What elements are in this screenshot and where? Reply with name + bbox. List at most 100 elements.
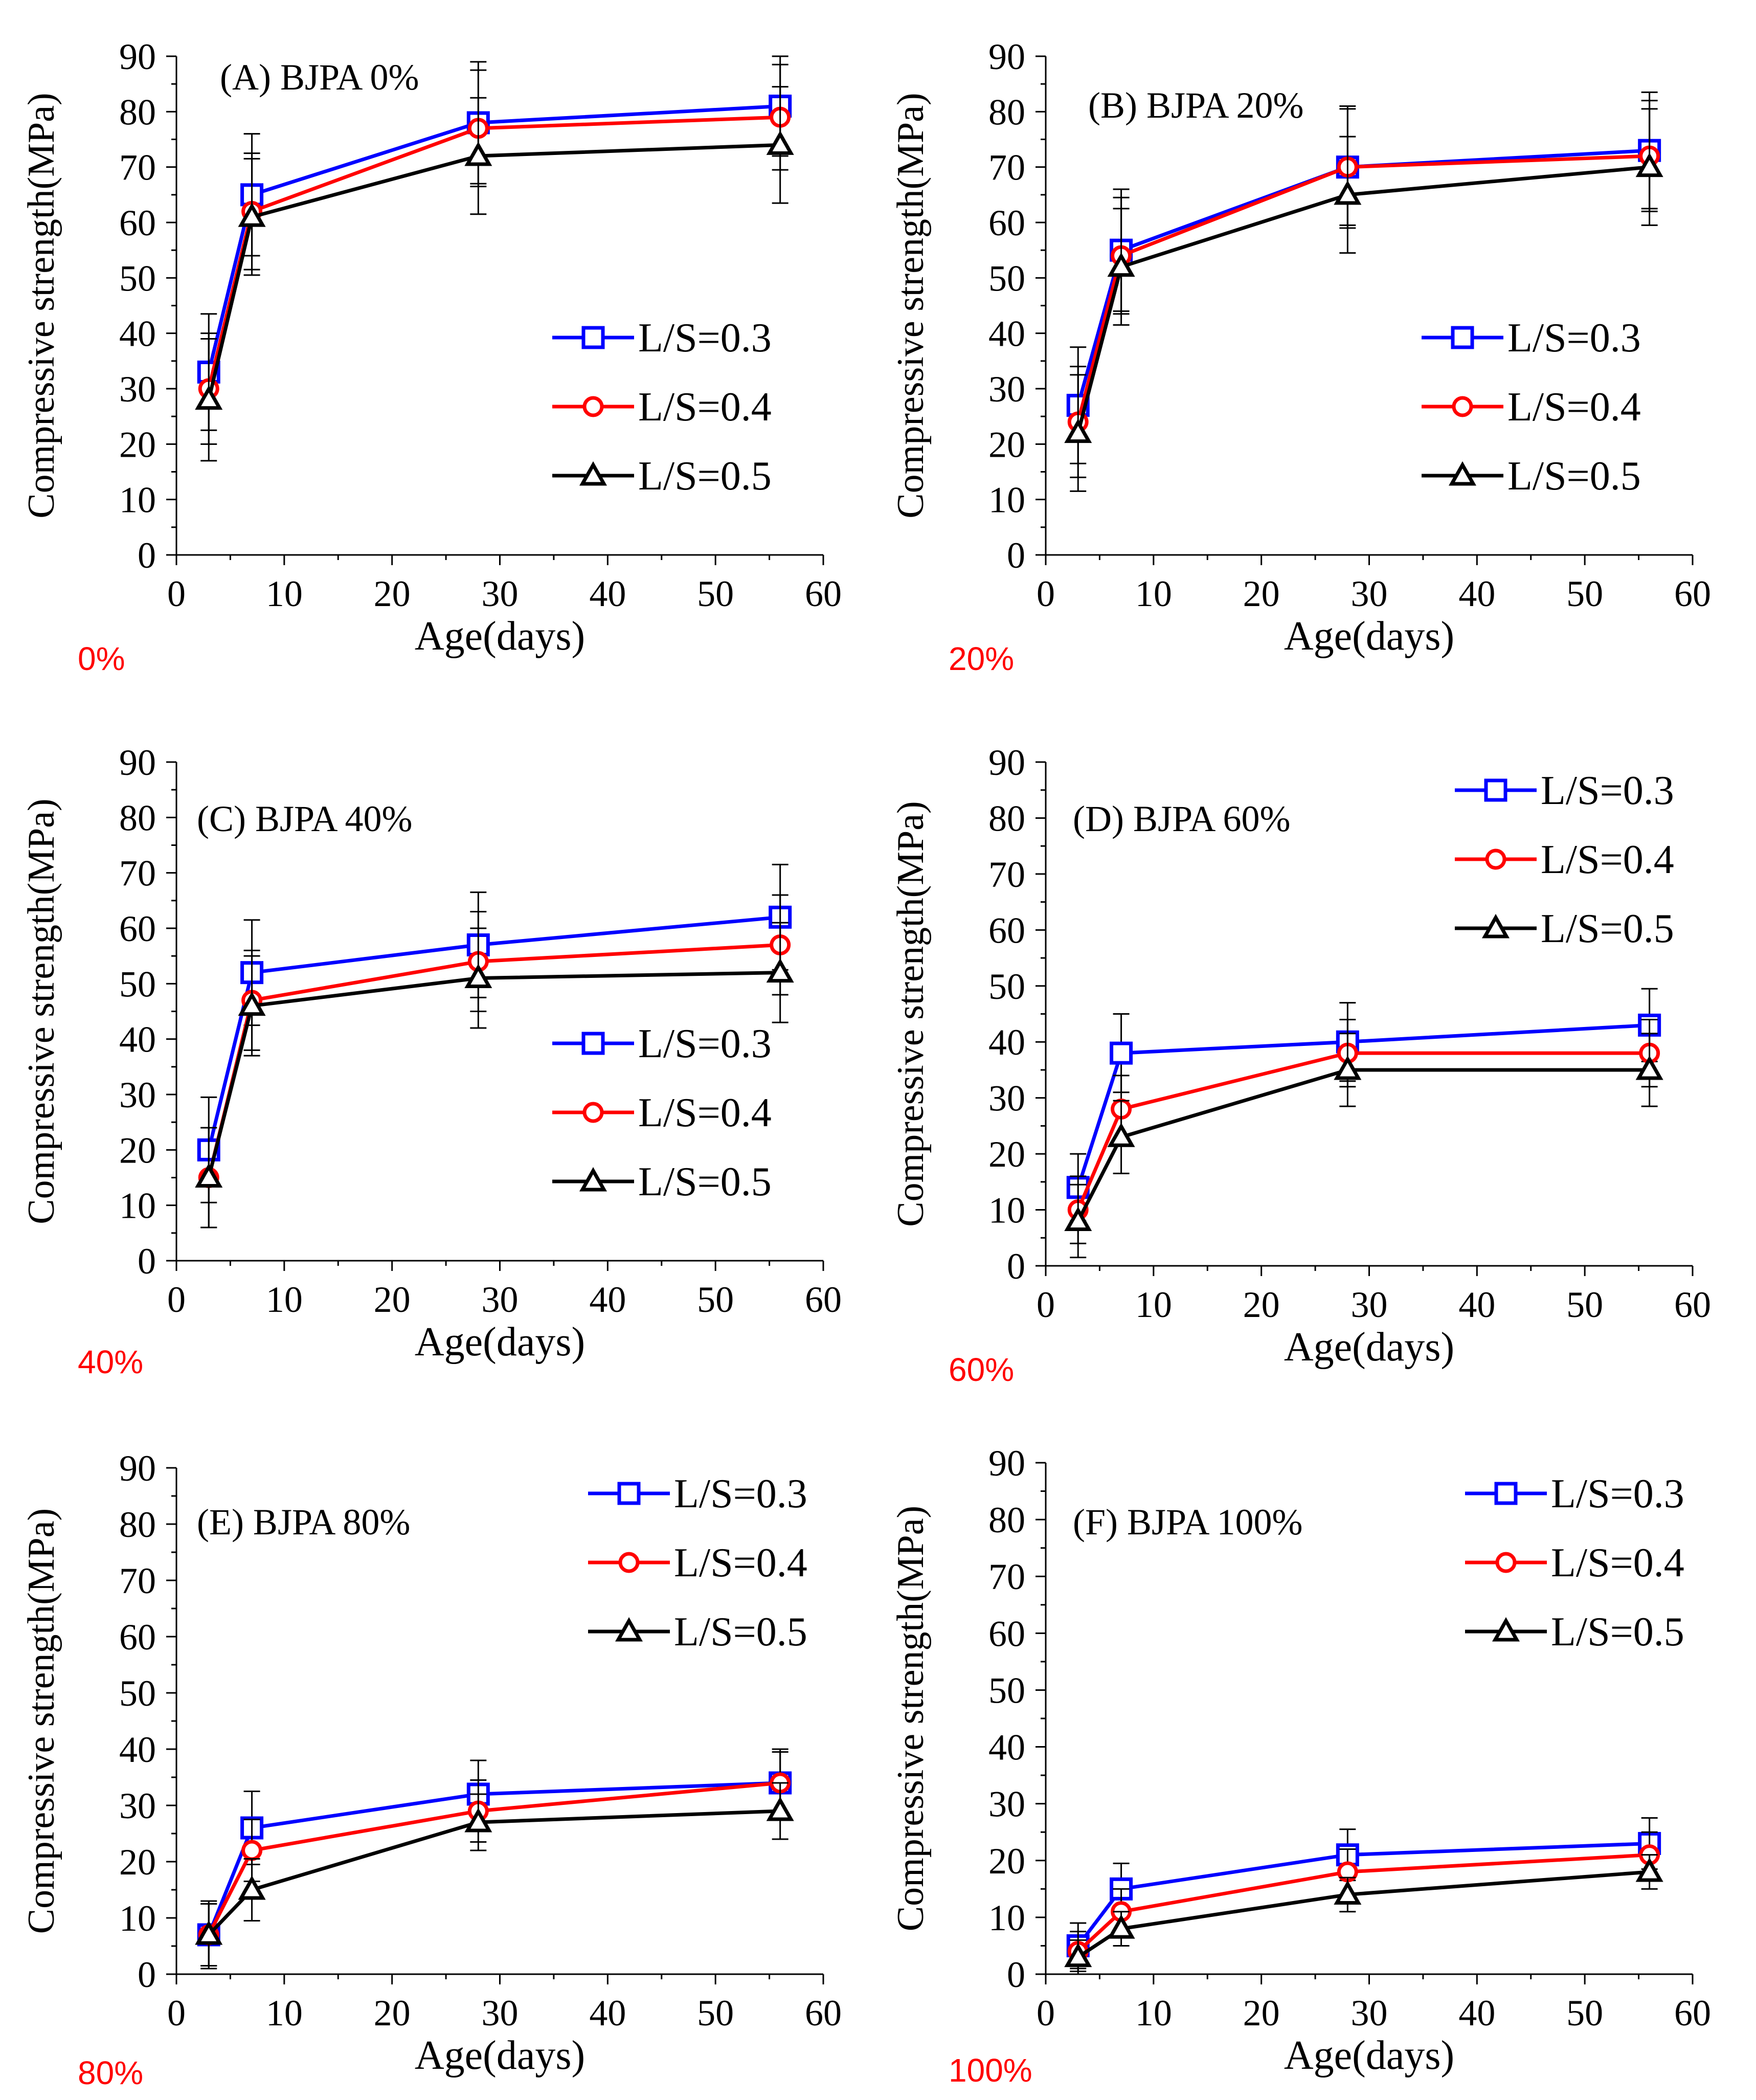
x-axis-label: Age(days) bbox=[1284, 614, 1454, 659]
data-point bbox=[1107, 1123, 1135, 1147]
y-tick-label: 30 bbox=[988, 1784, 1025, 1825]
panel-caption: 60% bbox=[949, 1351, 1014, 1388]
x-axis-label: Age(days) bbox=[415, 614, 585, 659]
series-triangle bbox=[1064, 1033, 1663, 1259]
data-point bbox=[1064, 1942, 1092, 1968]
x-tick-label: 0 bbox=[1037, 1993, 1055, 2034]
data-point bbox=[1635, 152, 1663, 177]
y-tick-label: 50 bbox=[988, 1670, 1025, 1711]
x-tick-label: 60 bbox=[805, 573, 842, 614]
data-point bbox=[1107, 1914, 1135, 1939]
series-line bbox=[1076, 1051, 1650, 1211]
x-tick-label: 40 bbox=[1458, 573, 1495, 614]
x-tick-label: 30 bbox=[1351, 573, 1388, 614]
panel-title: (F) BJPA 100% bbox=[1073, 1502, 1302, 1543]
data-point bbox=[1334, 180, 1362, 205]
data-point bbox=[1635, 1857, 1663, 1882]
y-tick-label: 10 bbox=[119, 1898, 156, 1939]
legend-label: L/S=0.4 bbox=[638, 385, 772, 430]
x-tick-label: 30 bbox=[482, 1993, 519, 2034]
y-tick-label: 50 bbox=[988, 258, 1025, 299]
y-tick-label: 60 bbox=[119, 203, 156, 243]
x-tick-label: 40 bbox=[589, 1993, 626, 2034]
data-point bbox=[195, 1163, 223, 1188]
x-tick-label: 50 bbox=[697, 1993, 734, 2034]
x-tick-label: 20 bbox=[1243, 573, 1280, 614]
chart-panel-2: 0 10 20 30 40 50 60 70 80 90 0 10 20 30 40 50 60 Compress… bbox=[20, 742, 842, 1380]
x-tick-label: 30 bbox=[1351, 1993, 1388, 2034]
y-tick-label: 80 bbox=[988, 92, 1025, 132]
legend-marker bbox=[1451, 326, 1474, 349]
y-tick-label: 80 bbox=[988, 798, 1025, 839]
series-line bbox=[1076, 1853, 1650, 1953]
legend-label: L/S=0.4 bbox=[1541, 837, 1674, 882]
y-axis-label: Compressive strength(MPa) bbox=[20, 93, 62, 518]
legend-label: L/S=0.3 bbox=[1541, 768, 1674, 813]
legend: L/S=0.3 L/S=0.4 L/S=0.5 bbox=[1422, 316, 1641, 499]
y-tick-label: 0 bbox=[138, 1241, 156, 1282]
data-point bbox=[195, 385, 223, 410]
data-point bbox=[1107, 252, 1135, 277]
legend-label: L/S=0.4 bbox=[1507, 385, 1641, 430]
x-axis-label: Age(days) bbox=[415, 1320, 585, 1365]
legend-marker bbox=[581, 1032, 605, 1055]
y-tick-label: 10 bbox=[119, 1186, 156, 1226]
y-tick-label: 70 bbox=[119, 853, 156, 894]
legend: L/S=0.3 L/S=0.4 L/S=0.5 bbox=[1455, 768, 1674, 951]
chart-panel-1: 0 10 20 30 40 50 60 70 80 90 0 10 20 30 40 50 60 Compress… bbox=[890, 36, 1711, 677]
y-tick-label: 70 bbox=[988, 147, 1025, 188]
chart-panel-3: 0 10 20 30 40 50 60 70 80 90 0 10 20 30 40 50 60 Compress… bbox=[890, 742, 1711, 1388]
panel-title: (C) BJPA 40% bbox=[197, 798, 412, 839]
series-square bbox=[197, 55, 792, 431]
legend-label: L/S=0.5 bbox=[1541, 906, 1674, 951]
legend-marker bbox=[1485, 848, 1506, 870]
y-tick-label: 10 bbox=[988, 1190, 1025, 1231]
y-tick-label: 0 bbox=[1007, 535, 1025, 576]
chart-panel-0: 0 10 20 30 40 50 60 70 80 90 0 10 20 30 40 50 60 Compress… bbox=[20, 36, 842, 677]
legend-label: L/S=0.5 bbox=[638, 1159, 772, 1204]
legend-label: L/S=0.4 bbox=[638, 1090, 772, 1135]
x-tick-label: 60 bbox=[805, 1279, 842, 1320]
x-tick-label: 50 bbox=[697, 1279, 734, 1320]
y-tick-label: 40 bbox=[988, 1727, 1025, 1768]
x-tick-label: 40 bbox=[1458, 1284, 1495, 1325]
y-tick-label: 90 bbox=[119, 742, 156, 783]
y-tick-label: 20 bbox=[988, 424, 1025, 465]
x-tick-label: 20 bbox=[1243, 1993, 1280, 2034]
series-line bbox=[207, 115, 780, 389]
x-tick-label: 20 bbox=[374, 1279, 411, 1320]
y-tick-label: 90 bbox=[988, 1443, 1025, 1484]
x-tick-label: 20 bbox=[374, 573, 411, 614]
legend-marker bbox=[615, 1617, 643, 1642]
x-tick-label: 10 bbox=[266, 1279, 303, 1320]
series-triangle bbox=[195, 86, 794, 462]
x-tick-label: 50 bbox=[1566, 1284, 1603, 1325]
series-line bbox=[207, 915, 780, 1151]
legend-label: L/S=0.5 bbox=[1507, 454, 1641, 499]
series-line bbox=[1077, 1870, 1650, 1959]
x-tick-label: 60 bbox=[1674, 1993, 1711, 2034]
y-tick-label: 40 bbox=[988, 314, 1025, 354]
legend-marker bbox=[581, 326, 605, 349]
legend-label: L/S=0.3 bbox=[674, 1471, 807, 1516]
data-point bbox=[464, 141, 492, 166]
y-tick-label: 20 bbox=[988, 1841, 1025, 1882]
x-tick-label: 50 bbox=[697, 573, 734, 614]
x-tick-label: 60 bbox=[805, 1993, 842, 2034]
x-tick-label: 30 bbox=[1351, 1284, 1388, 1325]
data-point bbox=[464, 964, 492, 988]
panel-title: (B) BJPA 20% bbox=[1088, 85, 1303, 126]
data-point bbox=[238, 991, 266, 1016]
y-tick-label: 40 bbox=[119, 1019, 156, 1060]
y-tick-label: 10 bbox=[988, 480, 1025, 521]
y-tick-label: 30 bbox=[119, 1785, 156, 1826]
legend-label: L/S=0.4 bbox=[1551, 1540, 1684, 1585]
legend-marker bbox=[1492, 1617, 1520, 1642]
y-tick-label: 60 bbox=[119, 1617, 156, 1658]
y-tick-label: 20 bbox=[119, 1130, 156, 1171]
x-tick-label: 30 bbox=[482, 1279, 519, 1320]
x-tick-label: 50 bbox=[1566, 573, 1603, 614]
y-axis-label: Compressive strength(MPa) bbox=[20, 1508, 62, 1934]
legend-label: L/S=0.4 bbox=[674, 1540, 807, 1585]
data-point bbox=[766, 1796, 794, 1821]
